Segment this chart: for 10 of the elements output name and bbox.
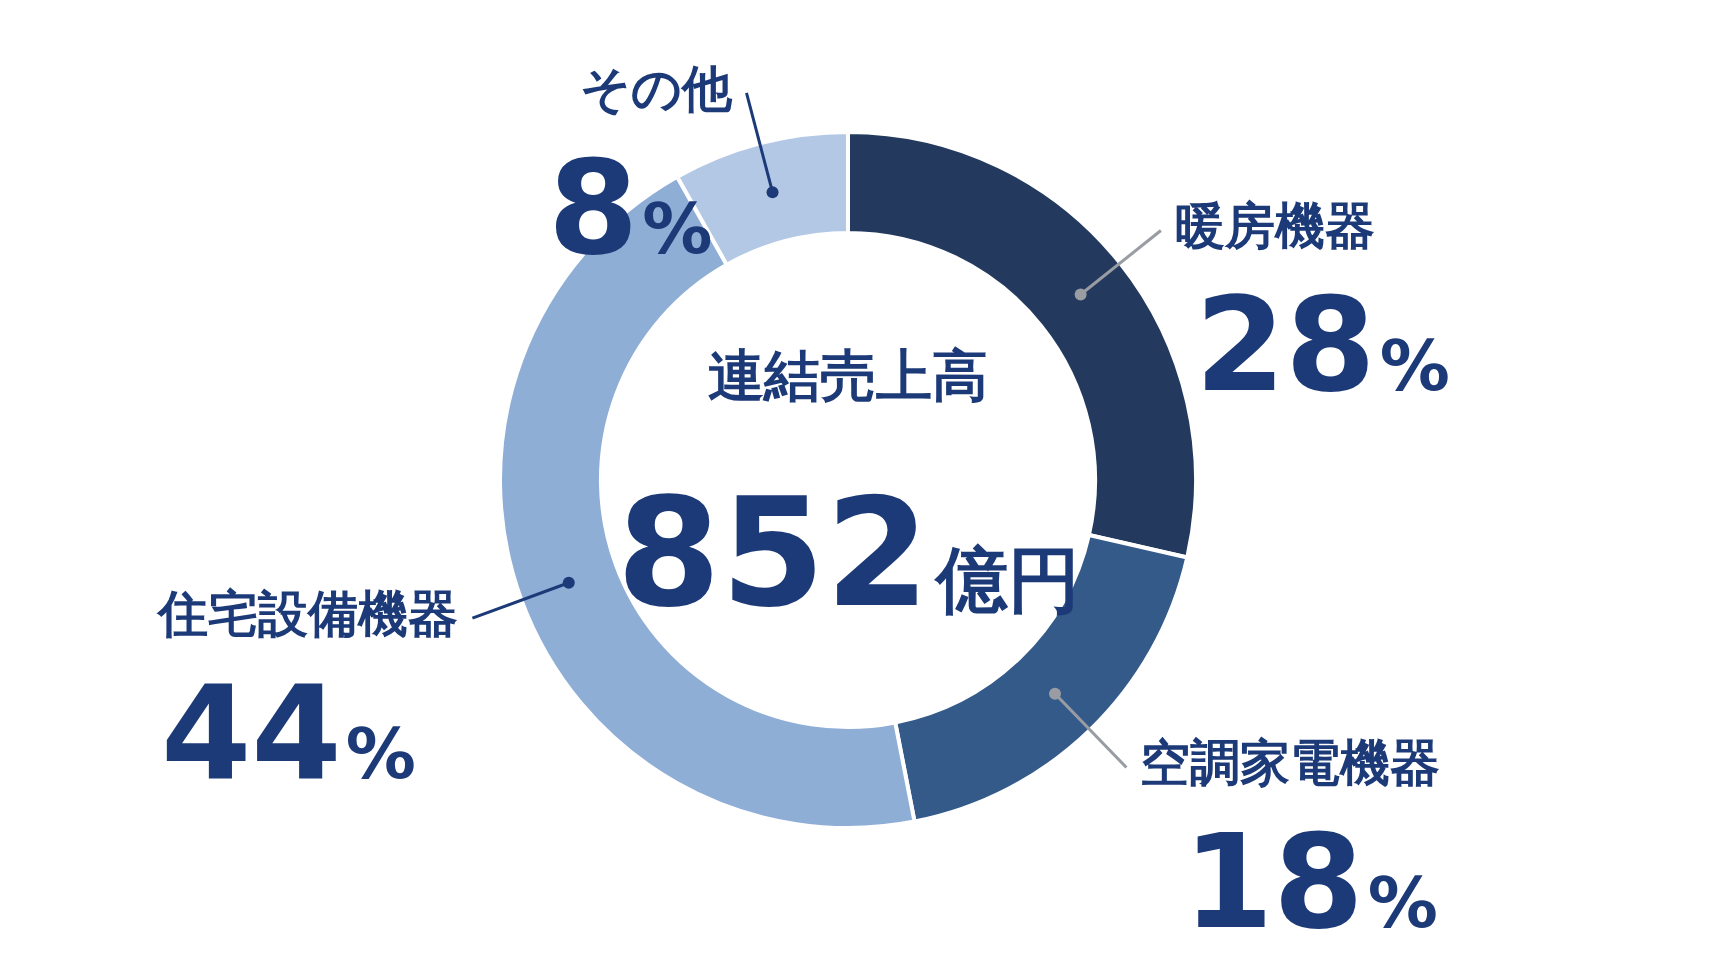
text: 連結売上高 (708, 342, 988, 408)
data-label: 8% (547, 131, 713, 284)
slice-label: 暖房機器 (1174, 197, 1375, 256)
slice-label: 住宅設備機器 (156, 585, 459, 644)
data-label: 28% (1194, 269, 1450, 422)
slice-label: その他 (580, 59, 734, 118)
slice-label: 空調家電機器 (1140, 734, 1441, 793)
data-label: 44% (160, 657, 416, 810)
data-label: 18% (1182, 806, 1438, 959)
text: 852億円 (616, 466, 1080, 640)
